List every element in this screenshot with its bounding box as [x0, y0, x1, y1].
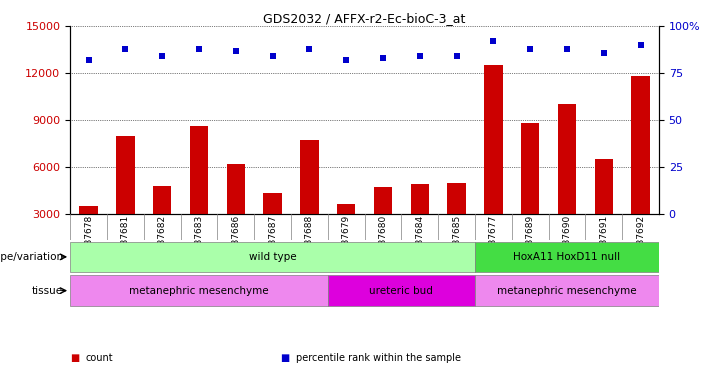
- Text: metanephric mesenchyme: metanephric mesenchyme: [129, 286, 268, 296]
- Text: GSM87678: GSM87678: [84, 215, 93, 264]
- Point: [120, 46, 131, 52]
- Point: [488, 38, 499, 44]
- Bar: [632, 76, 650, 261]
- Point: [341, 57, 352, 63]
- Text: GSM87689: GSM87689: [526, 215, 535, 264]
- Bar: [300, 140, 318, 261]
- Text: GSM87686: GSM87686: [231, 215, 240, 264]
- Point: [377, 55, 388, 61]
- Text: tissue: tissue: [32, 286, 63, 296]
- Point: [267, 53, 278, 59]
- Bar: [79, 206, 97, 261]
- Text: GSM87680: GSM87680: [379, 215, 388, 264]
- Point: [83, 57, 94, 63]
- Text: GSM87682: GSM87682: [158, 215, 167, 264]
- Text: GSM87684: GSM87684: [415, 215, 424, 264]
- Bar: [70, 275, 327, 306]
- Bar: [475, 275, 659, 306]
- Text: GSM87690: GSM87690: [562, 215, 571, 264]
- Text: ■: ■: [280, 353, 290, 363]
- Text: genotype/variation: genotype/variation: [0, 252, 63, 262]
- Point: [156, 53, 168, 59]
- Text: GSM87687: GSM87687: [268, 215, 277, 264]
- Title: GDS2032 / AFFX-r2-Ec-bioC-3_at: GDS2032 / AFFX-r2-Ec-bioC-3_at: [264, 12, 465, 25]
- Text: ureteric bud: ureteric bud: [369, 286, 433, 296]
- Bar: [374, 187, 392, 261]
- Bar: [226, 164, 245, 261]
- Point: [598, 50, 609, 55]
- Bar: [337, 204, 355, 261]
- Bar: [521, 123, 539, 261]
- Bar: [411, 184, 429, 261]
- Text: GSM87681: GSM87681: [121, 215, 130, 264]
- Text: GSM87688: GSM87688: [305, 215, 314, 264]
- Bar: [264, 194, 282, 261]
- Text: wild type: wild type: [249, 252, 297, 262]
- Bar: [475, 242, 659, 272]
- Point: [562, 46, 573, 52]
- Bar: [327, 275, 475, 306]
- Bar: [190, 126, 208, 261]
- Point: [451, 53, 462, 59]
- Text: metanephric mesenchyme: metanephric mesenchyme: [497, 286, 637, 296]
- Text: count: count: [86, 353, 113, 363]
- Point: [524, 46, 536, 52]
- Text: HoxA11 HoxD11 null: HoxA11 HoxD11 null: [513, 252, 620, 262]
- Point: [635, 42, 646, 48]
- Point: [193, 46, 205, 52]
- Point: [414, 53, 426, 59]
- Point: [230, 48, 241, 54]
- Bar: [70, 242, 475, 272]
- Text: GSM87677: GSM87677: [489, 215, 498, 264]
- Bar: [558, 104, 576, 261]
- Bar: [153, 186, 171, 261]
- Bar: [484, 65, 503, 261]
- Bar: [116, 136, 135, 261]
- Text: percentile rank within the sample: percentile rank within the sample: [296, 353, 461, 363]
- Text: GSM87692: GSM87692: [636, 215, 645, 264]
- Text: GSM87685: GSM87685: [452, 215, 461, 264]
- Text: GSM87679: GSM87679: [341, 215, 350, 264]
- Text: GSM87691: GSM87691: [599, 215, 608, 264]
- Bar: [594, 159, 613, 261]
- Text: ■: ■: [70, 353, 79, 363]
- Bar: [447, 183, 465, 261]
- Point: [304, 46, 315, 52]
- Text: GSM87683: GSM87683: [194, 215, 203, 264]
